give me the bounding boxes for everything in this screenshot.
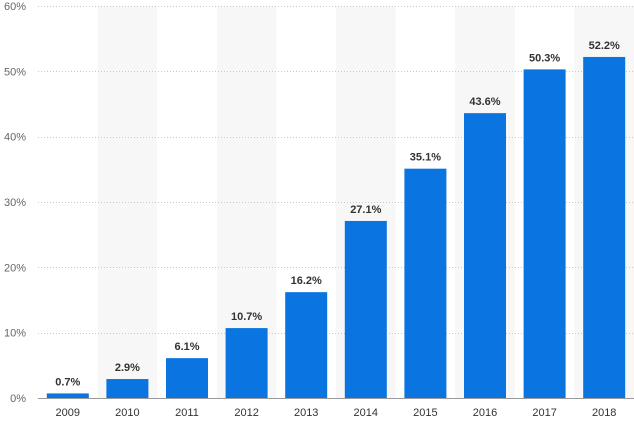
x-tick-label: 2018 [592,407,616,419]
data-label: 2.9% [115,362,140,374]
gridlines [38,6,634,399]
x-tick-label: 2009 [56,407,80,419]
data-label: 52.2% [589,40,620,52]
x-tick-label: 2016 [473,407,497,419]
data-label: 43.6% [469,96,500,108]
x-tick-label: 2015 [413,407,437,419]
data-label: 10.7% [231,311,262,323]
y-tick-label: 40% [4,132,26,144]
data-label: 27.1% [350,204,381,216]
data-label: 16.2% [291,275,322,287]
bar[interactable] [166,358,208,398]
bar[interactable] [285,292,328,398]
column-band [97,6,158,398]
data-label: 0.7% [55,376,80,388]
bar[interactable] [106,379,149,398]
y-tick-label: 50% [4,66,26,78]
y-tick-label: 30% [4,197,26,209]
bar[interactable] [404,168,447,398]
x-tick-label: 2012 [234,407,258,419]
x-tick-label: 2010 [115,407,139,419]
bar[interactable] [46,393,89,398]
y-tick-label: 60% [4,1,26,13]
x-axis-ticks: 2009 2010 2011 2012 2013 2014 2015 2016 2017 2018 [56,407,617,419]
data-label: 35.1% [410,152,441,164]
data-labels: 0.7% 2.9% 6.1% 10.7% 16.2% 27.1% 35.1% 43.6% 50.… [55,40,620,388]
x-tick-label: 2011 [175,407,199,419]
bar[interactable] [523,69,566,398]
bar[interactable] [583,56,626,399]
x-tick-label: 2017 [532,407,556,419]
y-tick-label: 0% [10,393,26,405]
bar[interactable] [344,220,387,398]
y-axis-ticks: 0% 10% 20% 30% 40% 50% 60% [4,1,26,405]
data-label: 6.1% [174,341,199,353]
y-tick-label: 20% [4,262,26,274]
bar[interactable] [464,113,506,398]
x-tick-label: 2013 [294,407,318,419]
y-tick-label: 10% [4,328,26,340]
bar[interactable] [225,328,268,398]
bars [46,56,626,399]
data-label: 50.3% [529,52,560,64]
x-tick-label: 2014 [354,407,378,419]
